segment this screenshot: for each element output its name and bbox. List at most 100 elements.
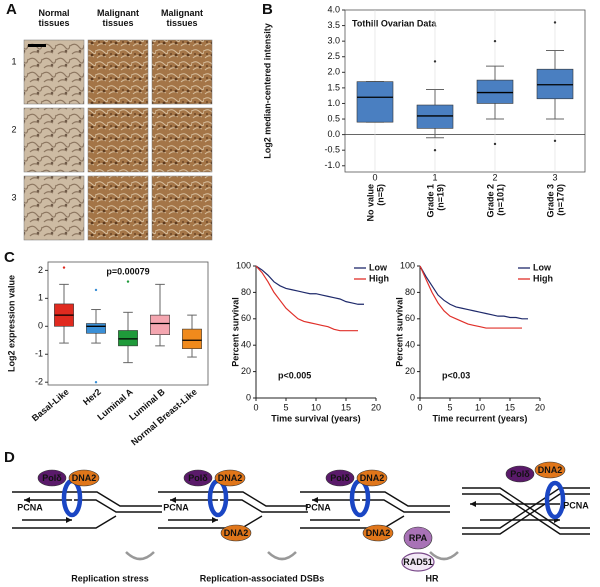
category-code: 2 [492,172,497,182]
protein-label: DNA2 [360,473,385,483]
y-tick-label: 1.5 [327,82,340,92]
outlier [553,139,557,143]
box [356,81,394,123]
panel-label: D [4,449,15,466]
tissue-image [151,39,213,105]
plot-frame [47,261,209,386]
annotation: p=0.00079 [106,266,149,276]
panel-label: C [4,249,15,266]
protein-label: DNA2 [72,473,97,483]
y-tick-label: 60 [241,313,251,323]
y-tick-label: 2 [38,265,43,275]
tissue-image [23,39,85,105]
annotation: p<0.03 [442,370,470,380]
protein-label: DNA2 [218,473,243,483]
y-tick-label: 1 [38,293,43,303]
legend-label: Low [369,262,388,272]
protein [534,461,566,479]
x-axis-label: Time recurrent (years) [433,413,528,423]
transition-arrow [429,551,459,561]
dna-strand [12,491,162,507]
arrowhead [470,501,476,507]
x-tick-label: 20 [371,402,381,412]
dna-strand [300,515,405,529]
protein [183,469,213,487]
protein [68,469,100,487]
box [86,323,106,334]
legend-label: High [369,273,389,283]
x-tick-count: (n=101) [495,184,505,216]
protein-label: Polδ [188,473,208,483]
protein-label: DNA2 [224,528,249,538]
panel-label: A [6,1,17,18]
step-caption: Replication-associated DSBs [200,573,325,583]
column-header: Normal tissues [38,8,69,28]
protein-label: Polδ [42,473,62,483]
protein [356,469,388,487]
protein-label: Polδ [330,473,350,483]
step-caption: HR [426,573,439,583]
protein-label: DNA2 [366,528,391,538]
x-axis-label: Time survival (years) [271,413,360,423]
protein-label: PCNA [17,502,43,512]
outlier [94,288,98,292]
y-tick-label: 40 [241,340,251,350]
tissue-image [87,39,149,105]
scale-bar [28,44,46,47]
annotation: p<0.005 [278,370,311,380]
tissue-image [151,175,213,241]
category-code: 1 [432,172,437,182]
protein-label: PCNA [163,502,189,512]
y-tick-label: 20 [241,366,251,376]
x-tick-label: 15 [505,402,515,412]
box [476,79,514,104]
y-tick-label: 1.0 [327,98,340,108]
tissue-image [23,175,85,241]
row-label: 2 [11,124,16,134]
y-tick-label: -1 [35,349,43,359]
box [416,104,454,129]
y-tick-label: 80 [405,287,415,297]
dna-strand [462,493,590,535]
survival-curve [255,265,358,332]
y-axis-label: Percent survival [230,297,240,367]
tissue-image [87,175,149,241]
y-tick-label: 60 [405,313,415,323]
protein [325,469,355,487]
x-tick-label: 20 [535,402,545,412]
protein [214,469,246,487]
arrowhead [24,497,30,503]
outlier [94,381,98,384]
y-tick-label: 3.0 [327,36,340,46]
box [536,68,574,100]
y-tick-label: 0.0 [327,129,340,139]
protein-label: PCNA [563,500,589,510]
protein-label: DNA2 [538,465,563,475]
y-tick-label: 0 [246,392,251,402]
pcna-ring [61,478,83,518]
dna-strand [158,515,263,529]
dna-strand [220,499,308,513]
annotation: Tothill Ovarian Data [352,18,437,28]
protein [505,465,535,483]
outlier [433,148,437,152]
x-tick-label: Grade 3 [545,184,555,218]
y-tick-label: 80 [241,287,251,297]
x-tick-count: (n=19) [435,184,445,211]
transition-arrow [125,551,155,561]
x-tick-count: (n=5) [375,184,385,206]
survival-curve [255,265,364,305]
survival-curve [419,265,522,329]
protein-label: RAD51 [403,557,433,567]
pcna-ring [544,480,566,520]
legend-label: High [533,273,553,283]
x-tick-label: 0 [417,402,422,412]
arrowhead [312,497,318,503]
protein [401,552,435,572]
outlier [62,266,66,269]
row-label: 1 [11,56,16,66]
pcna-ring [349,478,371,518]
tissue-image [23,107,85,173]
x-tick-label: 5 [283,402,288,412]
